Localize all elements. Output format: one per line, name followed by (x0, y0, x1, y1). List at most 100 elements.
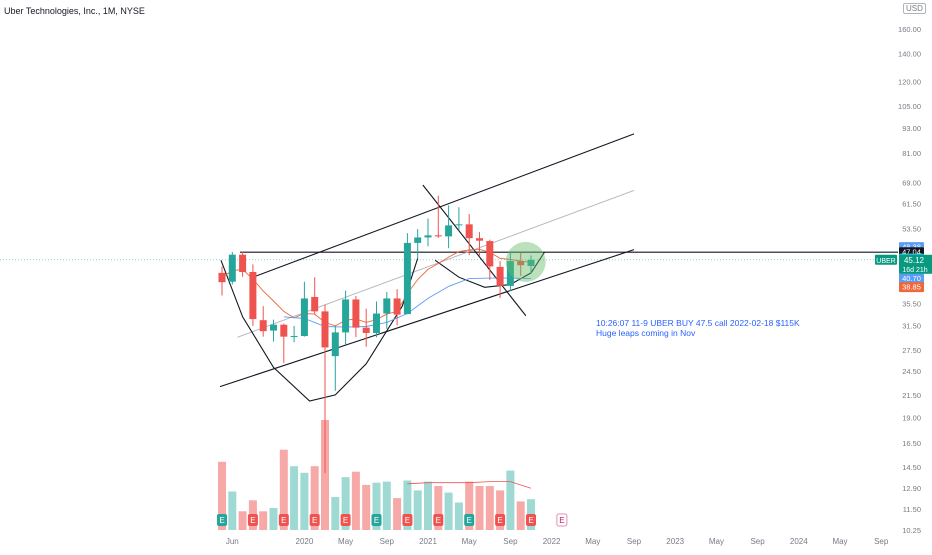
time-tick-label: Sep (750, 537, 765, 546)
candle-body (249, 271, 257, 320)
price-tick-label: 93.00 (902, 124, 921, 133)
volume-bar (475, 486, 484, 530)
time-tick-label: Sep (380, 537, 395, 546)
bar-countdown-text: 16d 21h (902, 267, 927, 274)
candle-body (280, 324, 288, 337)
candle-body (517, 261, 525, 266)
price-tick-label: 16.50 (902, 439, 921, 448)
volume-bar (393, 498, 402, 530)
earnings-marker-box (433, 514, 444, 526)
candle-body (455, 224, 463, 226)
volume-bar (321, 420, 329, 530)
volume-bar (434, 486, 443, 530)
volume-bar (413, 490, 422, 530)
price-tick-label: 10.25 (902, 526, 921, 535)
earnings-marker: E (340, 514, 351, 526)
volume-bar (372, 482, 381, 530)
price-tick-label: 11.50 (903, 505, 921, 514)
volume-bar (485, 486, 494, 530)
price-tick-label: 120.00 (898, 77, 921, 86)
candle-body (218, 272, 226, 283)
candle-body (259, 320, 267, 332)
candle-body (352, 299, 360, 328)
candle-body (373, 313, 380, 333)
time-tick-label: May (338, 537, 353, 546)
trade-annotation[interactable]: 10:26:07 11-9 UBER BUY 47.5 call 2022-02… (596, 318, 800, 338)
volume-bar (218, 461, 226, 530)
volume-bar (403, 480, 412, 530)
price-tick-label: 53.50 (902, 225, 921, 234)
price-label-blue-bottom-box (899, 273, 924, 284)
earnings-marker-box (340, 514, 351, 526)
channel-upper-line (252, 133, 635, 278)
time-tick-label: May (832, 537, 847, 546)
candle-body (362, 327, 370, 333)
price-label-red-box (899, 282, 924, 293)
candle-body (290, 336, 298, 338)
time-tick-label: 2023 (666, 537, 684, 546)
volume-bar (496, 490, 505, 530)
chart-title: Uber Technologies, Inc., 1M, NYSE (4, 6, 145, 16)
earnings-marker: E (464, 514, 475, 526)
descending-trendline (422, 184, 527, 317)
candle-body (342, 299, 350, 333)
price-tick-label: 21.50 (902, 391, 921, 400)
price-label-blue-top-text: 48.38 (902, 243, 921, 252)
price-tick-label: 69.00 (902, 178, 921, 187)
volume-bar (228, 491, 237, 530)
price-tick-label: 12.90 (902, 484, 921, 493)
price-tick-label: 24.50 (902, 367, 921, 376)
earnings-marker-label: E (559, 516, 564, 525)
earnings-marker: E (278, 514, 289, 526)
currency-label[interactable]: USD (903, 3, 926, 14)
price-tick-label: 160.00 (898, 25, 921, 34)
earnings-marker-label: E (343, 516, 348, 525)
price-label-black-text: 47.04 (902, 248, 921, 257)
price-label-red-text: 38.85 (902, 283, 921, 292)
earnings-marker-label: E (219, 516, 224, 525)
earnings-marker-box (402, 514, 413, 526)
earnings-marker: E (556, 513, 568, 527)
earnings-marker-box (247, 514, 258, 526)
earnings-marker-box (371, 514, 382, 526)
candle-body (239, 254, 247, 272)
price-tick-label: 14.50 (902, 463, 921, 472)
candle-body (403, 242, 411, 315)
price-tick-label: 31.50 (902, 321, 921, 330)
price-tick-label: 105.00 (898, 102, 921, 111)
price-tick-label: 140.00 (898, 49, 921, 58)
candle-body (506, 261, 514, 286)
volume-bar (259, 511, 268, 530)
price-tick-label: 27.50 (902, 346, 921, 355)
earnings-marker-box (278, 514, 289, 526)
volume-bar (444, 492, 453, 530)
time-tick-label: 2024 (790, 537, 808, 546)
candle-body (311, 296, 319, 312)
earnings-marker: E (433, 514, 444, 526)
candle-body (476, 238, 483, 241)
symbol-tag-box (875, 254, 897, 265)
volume-moving-average (407, 481, 532, 489)
volume-bar (279, 449, 288, 530)
earnings-marker-box (309, 514, 320, 526)
earnings-marker: E (371, 514, 382, 526)
time-tick-label: 2020 (296, 537, 314, 546)
volume-bar (300, 472, 309, 530)
volume-bar (454, 502, 463, 530)
volume-bar (341, 477, 350, 530)
candle-body (228, 254, 236, 282)
annotation-line-2: Huge leaps coming in Nov (596, 328, 696, 338)
earnings-marker: E (402, 514, 413, 526)
earnings-marker-box (464, 514, 475, 526)
volume-bar (290, 466, 299, 530)
volume-bar (351, 471, 360, 530)
candle-body (465, 224, 473, 239)
time-tick-label: 2022 (543, 537, 561, 546)
earnings-marker-label: E (405, 516, 410, 525)
symbol-tag-text: UBER (876, 258, 895, 265)
channel-lower-line (219, 249, 635, 388)
earnings-marker-box (556, 513, 568, 527)
earnings-marker-label: E (281, 516, 286, 525)
